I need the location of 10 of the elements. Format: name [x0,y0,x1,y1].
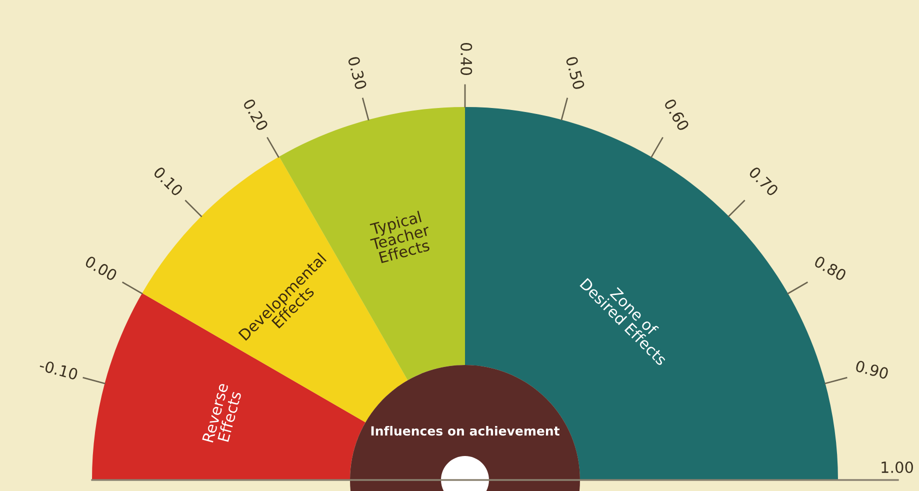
text: 0.40 [460,43,472,75]
text: 0.30 [348,56,368,90]
text: 0.90 [855,360,889,380]
text: 0.50 [566,56,585,90]
text: Influences on achievement [371,426,560,436]
text: 0.00 [84,255,118,282]
text: 0.80 [814,255,848,282]
slice-label: Typical Teacher Effects [370,210,430,264]
text: 1.00 [882,461,913,474]
text: -0.10 [38,359,78,380]
